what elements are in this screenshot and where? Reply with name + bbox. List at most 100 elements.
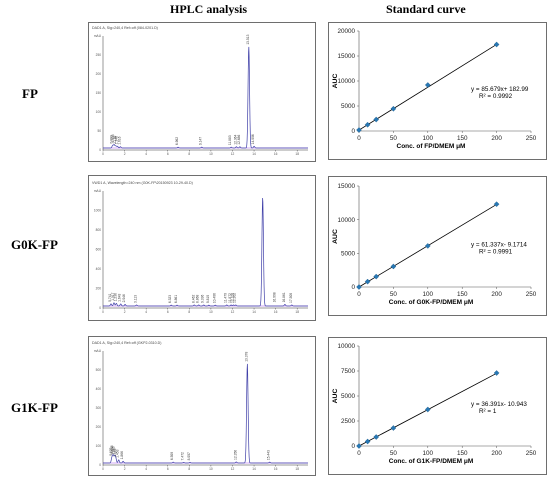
hplc-peak-label: 14.006 [251,134,255,144]
curve-panel-fp [328,22,547,160]
hplc-y-tick-label: 0 [99,148,101,152]
curve-x-tick-label: 150 [457,450,468,457]
hplc-x-tick-label: 4 [145,310,147,314]
curve-y-tick-label: 2500 [341,418,356,425]
hplc-column-title: HPLC analysis [170,2,248,16]
curve-equation: y = 61.337x- 9.1714 [471,241,527,248]
curve-data-point [364,121,371,128]
hplc-x-tick-label: 2 [124,467,126,471]
hplc-chart-0: DAD1 A, Sig=240,4 Ref=off (084-0201.D) mA… [92,26,308,156]
hplc-peak-label: 6.509 [170,452,174,460]
hplc-peak-label: 9.810 [206,295,210,303]
hplc-chart-1: VWD1 A, Wavelength=240 nm (G0K-FP\201509… [92,181,308,314]
hplc-peak-label: 1.616 [117,136,121,144]
hplc-header: VWD1 A, Wavelength=240 nm (G0K-FP\201509… [92,181,193,185]
hplc-peak-label: 12.364 [233,134,237,144]
hplc-peak-label: 12.302 [233,293,237,303]
hplc-panel-g1k-fp [88,336,316,476]
hplc-x-tick-label: 6 [167,152,169,156]
hplc-peak-label: 13.513 [246,34,250,44]
curve-data-point [424,82,431,88]
hplc-peak-label: 1.017 [111,292,115,300]
hplc-y-tick-label: 300 [96,406,102,410]
curve-y-tick-label: 0 [351,443,355,450]
curve-y-tick-label: 7500 [341,368,356,375]
curve-y-tick-label: 15000 [337,183,355,190]
curve-x-tick-label: 200 [491,291,502,298]
hplc-x-tick-label: 6 [167,310,169,314]
curve-chart-2: 0 2500 5000 7500 10000 0 50 100 150 200 250 y = 36.… [332,343,537,465]
curve-y-tick-label: 0 [351,284,355,291]
curve-y-tick-label: 5000 [341,393,356,400]
hplc-peak-label: 11.883 [228,135,232,145]
hplc-peak-label: 2.046 [122,294,126,302]
curve-x-tick-label: 100 [423,450,434,457]
hplc-x-tick-label: 18 [295,152,299,156]
curve-data-point [493,201,500,207]
hplc-x-tick-label: 16 [274,467,278,471]
hplc-x-tick-label: 8 [188,310,190,314]
hplc-peak-label: 3.113 [134,295,138,303]
curve-x-tick-label: 100 [423,291,434,298]
curve-chart-1: 0 5000 10000 15000 0 50 100 150 200 250 y = 61.337… [332,183,537,306]
hplc-x-tick-label: 16 [274,152,278,156]
curve-r2: R² = 0.9992 [479,93,513,100]
hplc-peak-label: 0.825 [109,447,113,455]
curve-x-tick-label: 150 [457,291,468,298]
hplc-x-tick-label: 2 [124,152,126,156]
curve-data-point [356,127,362,133]
hplc-peak-label: 1.189 [113,135,117,143]
hplc-y-tick-label: 200 [96,72,102,76]
hplc-peak-label: 12.356 [233,450,237,460]
hplc-x-tick-label: 8 [188,467,190,471]
hplc-x-tick-label: 4 [145,152,147,156]
hplc-peak-label: 16.008 [273,292,277,302]
hplc-y-tick-label: mAU [94,189,102,193]
hplc-x-tick-label: 12 [231,467,235,471]
hplc-x-tick-label: 14 [252,467,256,471]
hplc-x-tick-label: 12 [231,152,235,156]
curve-x-tick-label: 150 [457,135,468,142]
hplc-peak-label: 12.686 [237,134,241,144]
curve-y-axis-label: AUC [332,229,339,244]
hplc-panel-fp [88,22,316,162]
hplc-trace [103,46,308,149]
curve-data-point [364,438,371,445]
curve-data-point [356,284,362,290]
hplc-peak-label: 11.470 [224,293,228,303]
hplc-peak-label: 9.147 [199,137,203,145]
hplc-peak-label: 12.100 [231,293,235,303]
curve-data-point [373,273,380,280]
hplc-peak-label: 6.861 [174,295,178,303]
curve-r2: R² = 0.9991 [479,248,513,255]
curve-equation: y = 85.679x+ 182.99 [471,86,529,93]
hplc-y-tick-label: 200 [96,287,102,291]
hplc-x-tick-label: 0 [102,467,104,471]
hplc-y-tick-label: 400 [96,267,102,271]
hplc-trace [103,198,308,307]
curve-y-tick-label: 20000 [337,28,355,35]
hplc-x-tick-label: 12 [231,310,235,314]
curve-x-tick-label: 50 [390,450,398,457]
row-label-g0k-fp: G0K-FP [11,237,58,252]
hplc-peak-label: 1.033 [111,134,115,142]
curve-x-tick-label: 50 [390,291,398,298]
hplc-peak-label: 1.643 [118,293,122,301]
curve-y-axis-label: AUC [332,74,339,89]
hplc-x-tick-label: 14 [252,310,256,314]
hplc-x-tick-label: 10 [209,152,213,156]
hplc-peak-label: 9.336 [201,295,205,303]
hplc-header: DAD1 A, Sig=240,4 Ref=off (084-0201.D) [92,26,158,30]
curve-data-point [424,243,431,249]
hplc-x-tick-label: 8 [188,152,190,156]
hplc-peak-label: 0.741 [108,293,112,301]
row-label-fp: FP [22,86,38,101]
hplc-x-tick-label: 2 [124,310,126,314]
curve-x-tick-label: 250 [526,450,537,457]
curve-y-tick-label: 5000 [341,103,356,110]
hplc-x-tick-label: 0 [102,310,104,314]
curve-x-tick-label: 200 [491,450,502,457]
hplc-peak-label: 1.866 [120,451,124,459]
hplc-y-tick-label: 250 [96,53,102,57]
